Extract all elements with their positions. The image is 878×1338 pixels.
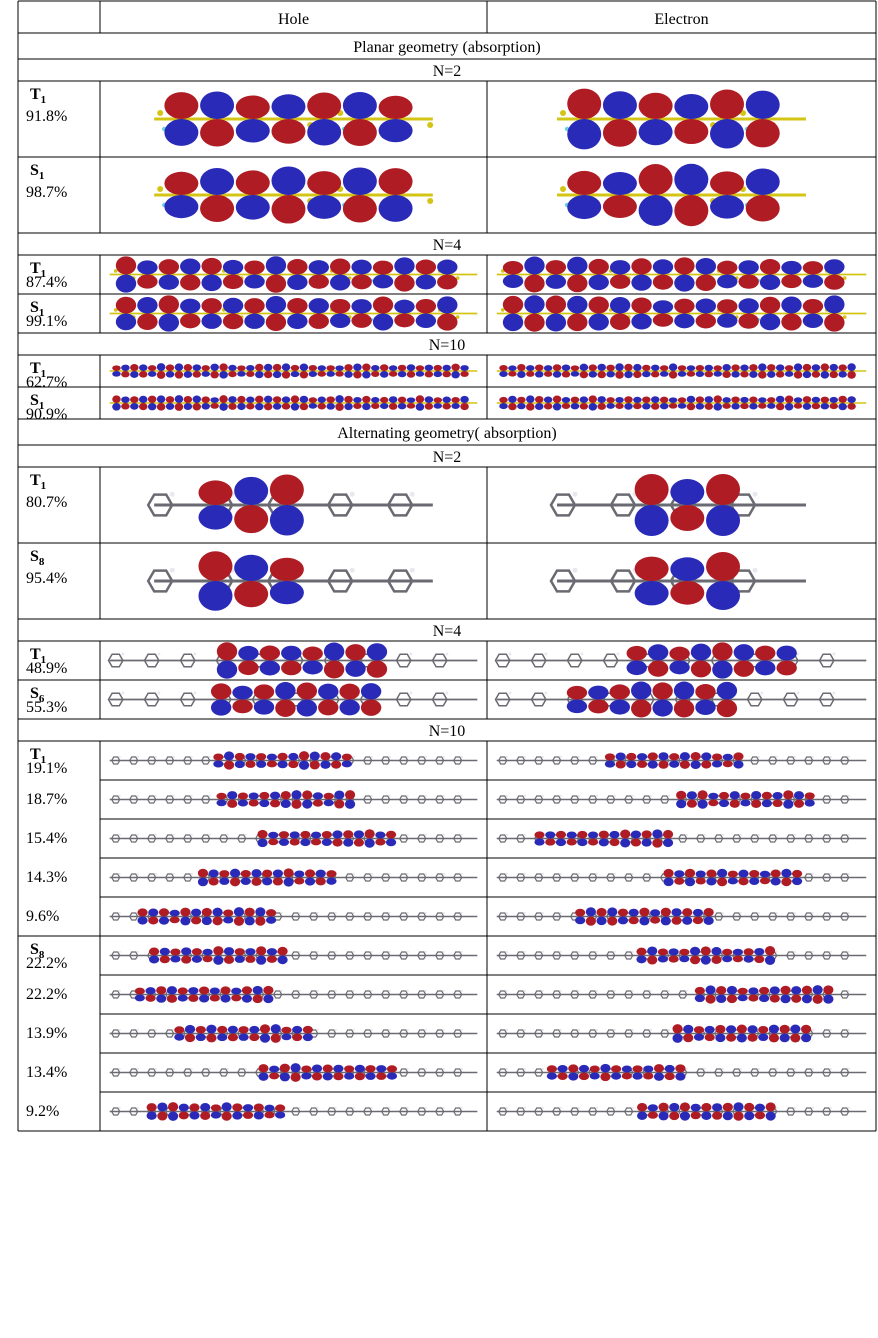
percentage: 80.7% — [26, 494, 67, 511]
electron-orbital — [557, 163, 806, 227]
electron-orbital — [494, 681, 867, 718]
hole-orbital — [109, 363, 478, 379]
electron-orbital — [496, 1024, 867, 1043]
table-row: T1 80.7% — [26, 472, 806, 537]
electron-orbital — [549, 473, 806, 537]
hole-orbital — [109, 395, 478, 411]
table-row: S1 98.7% — [26, 162, 806, 227]
table-row: S8 95.4% — [26, 548, 806, 611]
percentage: 62.7% — [26, 374, 67, 391]
percentage: 55.3% — [26, 699, 67, 716]
group-label: N=2 — [433, 63, 462, 80]
table-row: T1 91.8% — [26, 86, 806, 150]
hole-orbital — [109, 946, 478, 965]
electron-orbital — [496, 1063, 867, 1082]
hole-orbital — [146, 474, 433, 536]
hole-orbital — [109, 1063, 478, 1082]
hole-orbital — [109, 907, 478, 926]
table-row: 13.4% — [26, 1063, 867, 1082]
electron-orbital — [549, 551, 806, 611]
hole-orbital — [109, 1024, 478, 1043]
section-title: Planar geometry (absorption) — [353, 39, 541, 56]
group-label: N=2 — [433, 449, 462, 466]
electron-orbital — [496, 946, 867, 965]
percentage: 14.3% — [26, 869, 67, 886]
percentage: 19.1% — [26, 760, 67, 777]
electron-orbital — [496, 985, 867, 1004]
hole-orbital — [109, 256, 478, 293]
percentage: 95.4% — [26, 570, 67, 587]
hole-orbital — [109, 829, 478, 848]
percentage: 15.4% — [26, 830, 67, 847]
electron-orbital — [496, 395, 867, 411]
group-label: N=10 — [429, 337, 466, 354]
header-electron: Electron — [654, 11, 708, 28]
electron-orbital — [496, 751, 867, 770]
percentage: 87.4% — [26, 274, 67, 291]
hole-orbital — [146, 551, 433, 611]
percentage: 90.9% — [26, 406, 67, 423]
table-row: 14.3% — [26, 868, 867, 887]
group-label: N=4 — [433, 623, 462, 640]
group-label: N=10 — [429, 723, 466, 740]
electron-orbital — [496, 363, 867, 379]
electron-orbital — [496, 256, 867, 293]
table-row: 13.9% — [26, 1024, 867, 1043]
table-row: 15.4% — [26, 829, 867, 848]
electron-orbital — [494, 642, 867, 679]
table-row: 9.6% — [26, 907, 867, 926]
percentage: 13.9% — [26, 1025, 67, 1042]
percentage: 22.2% — [26, 955, 67, 972]
percentage: 9.6% — [26, 908, 59, 925]
hole-orbital — [109, 868, 478, 887]
percentage: 98.7% — [26, 184, 67, 201]
hole-orbital — [109, 790, 478, 809]
table-header: Hole Electron — [278, 11, 709, 28]
header-hole: Hole — [278, 11, 309, 28]
table-row: 22.2% — [26, 985, 867, 1004]
percentage: 13.4% — [26, 1064, 67, 1081]
electron-orbital — [496, 1102, 867, 1121]
percentage: 18.7% — [26, 791, 67, 808]
hole-orbital — [154, 91, 434, 147]
percentage: 9.2% — [26, 1103, 59, 1120]
percentage: 48.9% — [26, 660, 67, 677]
section-title: Alternating geometry( absorption) — [337, 425, 557, 442]
state-label: S1 — [30, 162, 44, 182]
electron-orbital — [496, 790, 867, 809]
table-row: 18.7% — [26, 790, 867, 809]
hole-orbital — [109, 295, 478, 332]
table-row: 9.2% — [26, 1102, 867, 1121]
hole-orbital — [107, 682, 478, 717]
electron-orbital — [496, 868, 867, 887]
electron-orbital — [496, 907, 867, 926]
percentage: 91.8% — [26, 108, 67, 125]
hole-orbital — [154, 166, 434, 224]
percentage: 22.2% — [26, 986, 67, 1003]
electron-orbital — [557, 88, 806, 150]
electron-orbital — [496, 829, 867, 848]
state-label: T1 — [30, 86, 46, 106]
hole-orbital — [109, 1102, 478, 1121]
percentage: 99.1% — [26, 313, 67, 330]
hole-orbital — [107, 642, 478, 679]
group-label: N=4 — [433, 237, 462, 254]
electron-orbital — [496, 295, 867, 332]
hole-orbital — [109, 751, 478, 770]
hole-orbital — [109, 985, 478, 1004]
state-label: S8 — [30, 548, 45, 568]
state-label: T1 — [30, 472, 46, 492]
